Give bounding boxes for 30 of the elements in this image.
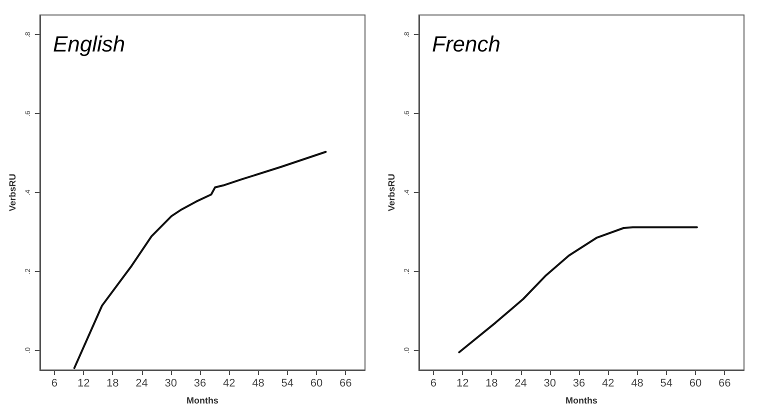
x-tick-label: 60: [689, 378, 702, 390]
x-tick-label: 24: [136, 378, 148, 390]
x-tick-label: 12: [456, 378, 469, 390]
text: French: [432, 32, 500, 56]
x-tick-label: 18: [486, 378, 498, 390]
x-tick-label: 24: [514, 378, 527, 390]
x-axis-title: Months: [186, 396, 218, 406]
text: English: [53, 32, 126, 56]
x-tick-label: 66: [339, 378, 352, 390]
x-tick-label: 66: [718, 378, 731, 390]
x-tick-label: 54: [281, 378, 294, 390]
line-series: [458, 226, 698, 354]
x-tick-label: 18: [106, 378, 119, 390]
x-tick-label: 6: [51, 378, 58, 390]
x-tick-label: 42: [602, 378, 614, 390]
x-tick-label: 36: [572, 378, 586, 390]
x-tick-label: 42: [223, 378, 236, 390]
y-axis-title: VerbsRU: [8, 174, 18, 212]
y-axis-title: VerbsRU: [386, 174, 396, 212]
x-tick-label: 36: [194, 378, 206, 390]
x-axis-title: Months: [565, 396, 598, 406]
x-tick-label: 12: [77, 378, 90, 390]
line-series: [73, 150, 327, 370]
x-tick-label: 30: [164, 378, 178, 390]
x-tick-label: 48: [631, 378, 644, 390]
x-tick-label: 48: [252, 378, 264, 390]
x-tick-label: 60: [310, 378, 323, 390]
x-tick-label: 6: [430, 378, 437, 390]
x-tick-label: 54: [660, 378, 672, 390]
x-tick-label: 30: [544, 378, 556, 390]
